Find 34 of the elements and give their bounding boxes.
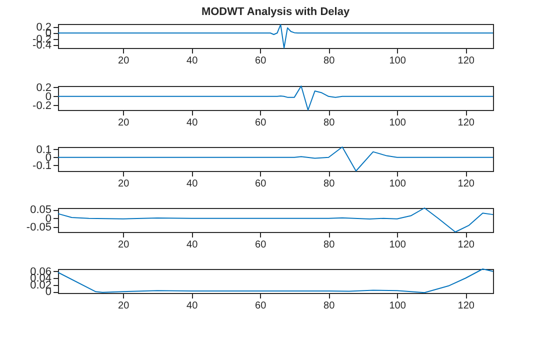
x-tick-label: 20 [118, 240, 130, 250]
y-tick-label: -0.1 [32, 160, 52, 172]
x-tick-label: 60 [255, 240, 267, 250]
x-tick-label: 40 [186, 178, 198, 190]
y-tick-label: -0.05 [26, 221, 52, 234]
x-tick-label: 100 [389, 240, 406, 250]
x-tick-label: 100 [389, 56, 406, 66]
x-tick-label: 40 [186, 240, 198, 250]
x-tick-label: 100 [389, 300, 406, 312]
x-tick-label: 20 [118, 178, 130, 190]
x-tick-label: 60 [255, 56, 267, 66]
x-tick-label: 40 [186, 118, 198, 128]
x-tick-label: 60 [255, 118, 267, 128]
x-tick-label: 20 [118, 300, 130, 312]
x-tick-label: 120 [458, 240, 475, 250]
x-tick-label: 80 [324, 56, 336, 66]
x-tick-label: 80 [324, 240, 336, 250]
x-tick-label: 100 [389, 118, 406, 128]
x-tick-label: 40 [186, 300, 198, 312]
x-tick-label: 100 [389, 178, 406, 190]
x-tick-label: 20 [118, 56, 130, 66]
x-tick-label: 120 [458, 300, 475, 312]
chart-title: MODWT Analysis with Delay [201, 6, 350, 18]
x-tick-label: 120 [458, 178, 475, 190]
x-tick-label: 80 [324, 178, 336, 190]
y-tick-label: -0.4 [32, 40, 52, 52]
x-tick-label: 20 [118, 118, 130, 128]
x-tick-label: 60 [255, 178, 267, 190]
x-tick-label: 120 [458, 56, 475, 66]
x-tick-label: 40 [186, 56, 198, 66]
x-tick-label: 60 [255, 300, 267, 312]
x-tick-label: 120 [458, 118, 475, 128]
x-tick-label: 80 [324, 118, 336, 128]
x-tick-label: 80 [324, 300, 336, 312]
